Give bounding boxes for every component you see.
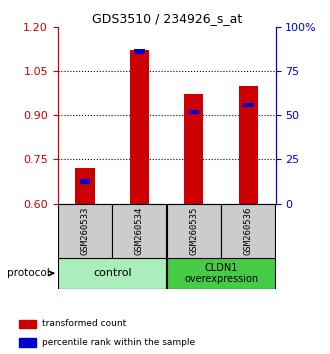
Bar — [167, 258, 275, 289]
Text: CLDN1
overexpression: CLDN1 overexpression — [184, 263, 258, 284]
Text: percentile rank within the sample: percentile rank within the sample — [42, 338, 195, 347]
Text: GSM260534: GSM260534 — [135, 207, 144, 255]
Bar — [58, 204, 112, 258]
Text: GSM260535: GSM260535 — [189, 207, 198, 255]
Text: transformed count: transformed count — [42, 319, 126, 329]
Text: protocol: protocol — [7, 268, 50, 278]
Bar — [76, 168, 94, 204]
Bar — [221, 204, 275, 258]
Bar — [80, 179, 90, 184]
Bar — [134, 50, 145, 54]
Text: GSM260533: GSM260533 — [81, 207, 89, 255]
Bar — [243, 103, 253, 107]
Bar — [167, 204, 221, 258]
Bar — [19, 320, 36, 328]
Bar — [239, 86, 258, 204]
Bar — [189, 110, 199, 114]
Bar — [58, 258, 166, 289]
Bar — [19, 338, 36, 347]
Text: control: control — [93, 268, 132, 279]
Text: GSM260536: GSM260536 — [244, 207, 253, 255]
Bar — [113, 204, 166, 258]
Bar — [184, 95, 203, 204]
Title: GDS3510 / 234926_s_at: GDS3510 / 234926_s_at — [91, 12, 242, 25]
Bar — [130, 50, 149, 204]
